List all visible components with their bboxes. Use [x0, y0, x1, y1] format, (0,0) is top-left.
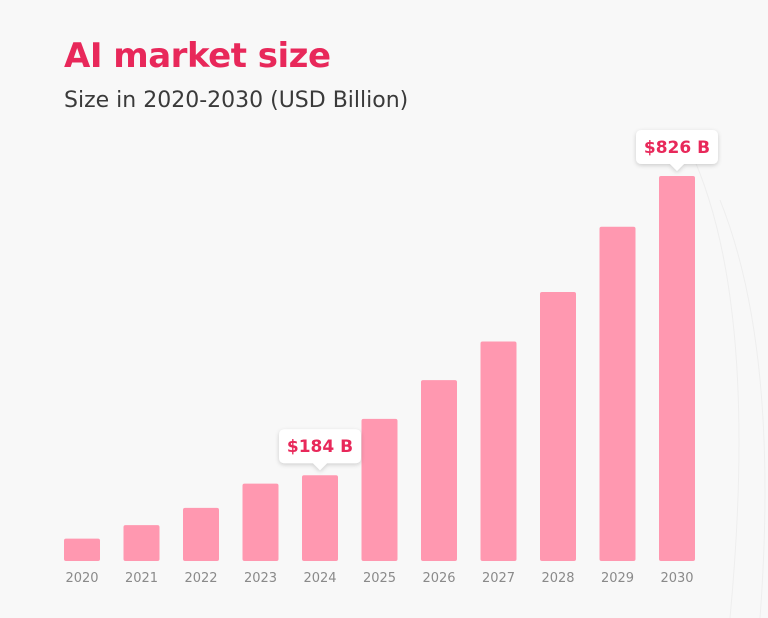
bar-2025 — [361, 418, 398, 561]
bar-2024 — [302, 475, 338, 561]
x-tick-label-2020: 2020 — [65, 571, 98, 586]
bar-2030 — [659, 176, 695, 561]
bar-2021 — [123, 525, 160, 561]
x-tick-label-2021: 2021 — [125, 571, 158, 586]
callout-label: $184 B — [287, 437, 353, 457]
callout-2030: $826 B — [636, 130, 718, 171]
bar-2023 — [242, 483, 279, 561]
chart-subtitle: Size in 2020-2030 (USD Billion) — [64, 88, 409, 113]
x-tick-label-2030: 2030 — [660, 571, 693, 586]
x-tick-label-2024: 2024 — [303, 571, 336, 586]
callout-bubble — [279, 429, 361, 471]
bar-2029 — [599, 226, 636, 561]
bar-2022 — [183, 507, 219, 561]
x-tick-label-2022: 2022 — [184, 571, 217, 586]
bar-2027 — [480, 341, 517, 561]
x-tick-label-2029: 2029 — [601, 571, 634, 586]
callout-bubble — [636, 130, 718, 171]
x-tick-label-2026: 2026 — [422, 571, 455, 586]
callout-label: $826 B — [644, 138, 710, 158]
x-tick-label-2023: 2023 — [244, 571, 277, 586]
callout-2024: $184 B — [279, 429, 361, 471]
chart-title: AI market size — [64, 36, 331, 76]
x-tick-label-2028: 2028 — [541, 571, 574, 586]
x-tick-label-2025: 2025 — [363, 571, 396, 586]
bar-2028 — [540, 292, 576, 561]
bar-2020 — [64, 538, 100, 561]
bar-2026 — [421, 380, 457, 561]
x-tick-label-2027: 2027 — [482, 571, 515, 586]
